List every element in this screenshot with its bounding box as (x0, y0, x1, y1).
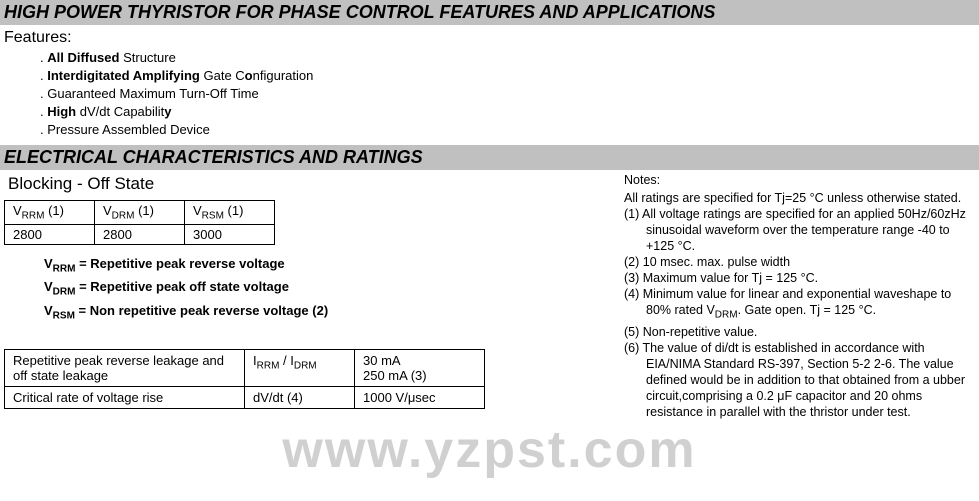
title-banner: HIGH POWER THYRISTOR FOR PHASE CONTROL F… (0, 0, 979, 25)
notes: Notes:All ratings are specified for Tj=2… (624, 172, 975, 420)
feature-item: High dV/dt Capability (40, 103, 979, 121)
blocking-label: Blocking - Off State (4, 172, 624, 196)
feature-item: Guaranteed Maximum Turn-Off Time (40, 85, 979, 103)
watermark: www.yzpst.com (282, 420, 696, 480)
feature-item: All Diffused Structure (40, 49, 979, 67)
feature-item: Interdigitated Amplifying Gate Configura… (40, 67, 979, 85)
params-table: Repetitive peak reverse leakage and off … (4, 349, 485, 409)
feature-item: Pressure Assembled Device (40, 121, 979, 139)
electrical-banner: ELECTRICAL CHARACTERISTICS AND RATINGS (0, 145, 979, 170)
definitions: VRRM = Repetitive peak reverse voltageVD… (4, 255, 624, 326)
blocking-table: VRRM (1)VDRM (1)VRSM (1) 280028003000 (4, 200, 275, 245)
features-list: All Diffused StructureInterdigitated Amp… (0, 49, 979, 139)
features-label: Features: (0, 27, 979, 49)
